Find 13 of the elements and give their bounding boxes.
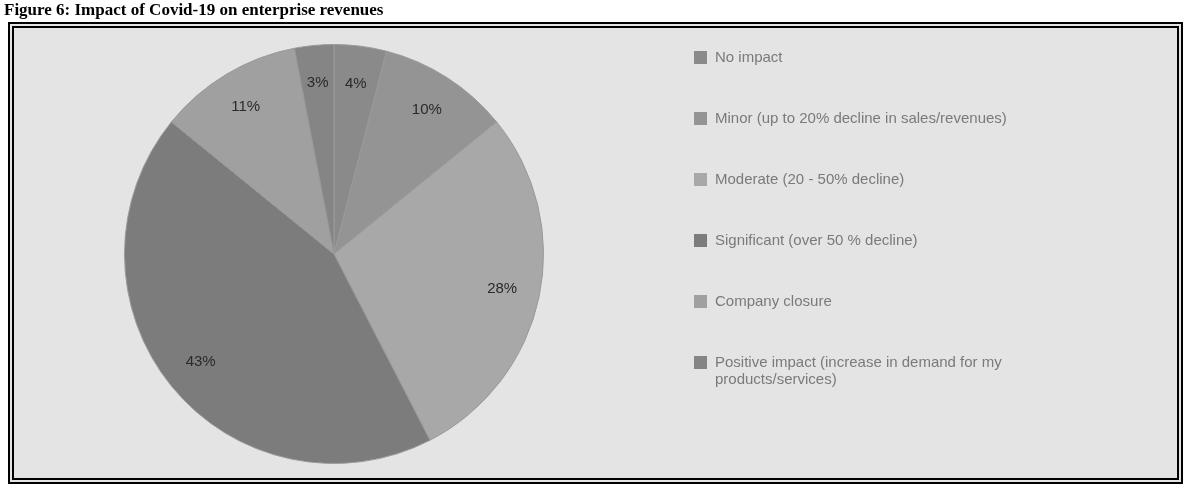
data-label: 4% [344,73,367,91]
legend-label: Significant (over 50 % decline) [715,231,918,248]
data-label: 3% [306,73,329,91]
data-label: 10% [411,99,442,117]
legend-label: No impact [715,48,783,65]
legend-label: Moderate (20 - 50% decline) [715,170,905,187]
data-label: 28% [487,279,518,297]
data-label: 43% [185,352,216,370]
legend-label: Minor (up to 20% decline in sales/revenues) [715,109,1007,126]
legend-label: Company closure [715,292,832,309]
chart-title: Figure 6: Impact of Covid-19 on enterprise revenues [3,0,385,20]
data-label: 11% [231,96,261,114]
legend-label: Positive impact (increase in demand for my products/services) [715,353,1003,387]
